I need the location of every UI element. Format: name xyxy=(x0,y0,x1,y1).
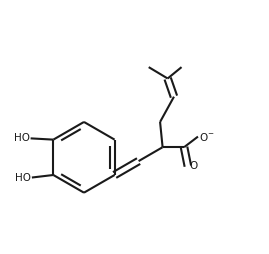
Text: O$^{-}$: O$^{-}$ xyxy=(199,131,215,142)
Text: O: O xyxy=(189,161,197,171)
Text: HO: HO xyxy=(15,172,31,183)
Text: HO: HO xyxy=(14,133,30,143)
